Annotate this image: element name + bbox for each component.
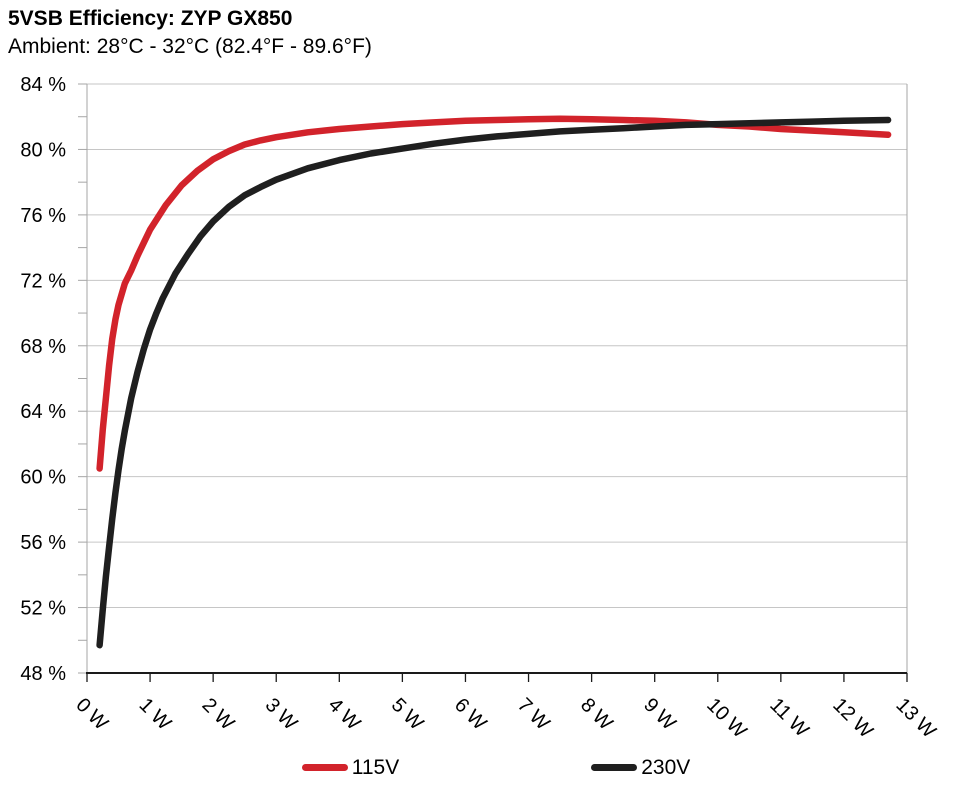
chart-title: 5VSB Efficiency: ZYP GX850 (8, 7, 293, 30)
x-tick-label: 1 W (135, 694, 176, 735)
x-tick-label: 4 W (324, 694, 365, 735)
y-tick-label: 76 % (20, 205, 66, 227)
legend-item-115v: 115V (301, 756, 400, 779)
y-tick-label: 64 % (20, 401, 66, 423)
y-tick-label: 56 % (20, 532, 66, 554)
y-tick-label: 48 % (20, 663, 66, 685)
series-line-115V (96, 115, 892, 472)
legend-item-230v: 230V (591, 757, 690, 778)
x-tick-label: 2 W (198, 694, 239, 735)
x-tick-label: 5 W (387, 694, 428, 735)
y-tick-label: 80 % (20, 139, 66, 161)
x-tick-label: 12 W (828, 694, 877, 743)
legend-label-115v: 115V (351, 756, 400, 779)
x-tick-label: 9 W (639, 694, 680, 735)
y-tick-label: 52 % (20, 598, 66, 620)
series-line-230V (96, 116, 892, 649)
legend-swatch (301, 764, 348, 771)
x-tick-label: 13 W (891, 694, 940, 743)
legend-swatch (591, 764, 638, 771)
chart-legend: 115V 230V (11, 757, 970, 778)
y-tick-label: 60 % (20, 467, 66, 489)
efficiency-line-chart: 84 % 80 % 76 % 72 % 68 % 64 % 60 % 56 % 52 % 48 %… (20, 74, 940, 743)
x-tick-label: 6 W (450, 694, 491, 735)
x-tick-label: 8 W (576, 694, 617, 735)
chart-subtitle: Ambient: 28°C - 32°C (82.4°F - 89.6°F) (8, 35, 372, 58)
y-tick-label: 72 % (20, 270, 66, 292)
x-tick-label: 11 W (765, 694, 813, 742)
x-tick-label: 0 W (71, 694, 112, 735)
x-tick-label: 7 W (513, 694, 554, 735)
y-tick-label: 84 % (20, 74, 66, 96)
legend-label-230v: 230V (641, 756, 691, 779)
x-tick-label: 10 W (702, 694, 751, 743)
x-tick-label: 3 W (261, 694, 302, 735)
y-tick-label: 68 % (20, 336, 66, 358)
